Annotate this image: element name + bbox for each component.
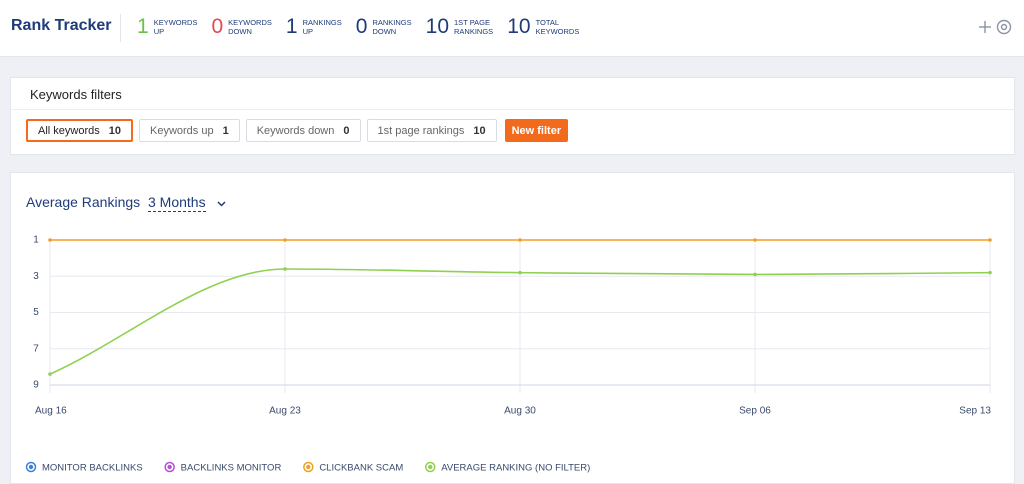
- stat: 0 KEYWORDS DOWN: [211, 15, 271, 39]
- y-tick-label: 7: [33, 343, 39, 354]
- stat-label: RANKINGS DOWN: [372, 18, 411, 36]
- point: [518, 238, 522, 242]
- header-icons: [979, 19, 1012, 35]
- y-tick-label: 9: [33, 380, 39, 391]
- point: [753, 238, 757, 242]
- filter-count: 10: [108, 124, 121, 137]
- chart: 1 3 5 7 9 Aug 16 Aug 23 Aug 30 Sep 06 Sep 13 MONIT…: [25, 235, 992, 473]
- x-tick-label: Aug 16: [35, 406, 67, 417]
- point: [283, 267, 287, 271]
- point: [988, 270, 992, 275]
- filter-buttons: All keywords 10 Keywords up 1 Keywords down 0…: [26, 119, 569, 142]
- filter-count: 10: [473, 124, 486, 137]
- legend-marker-dot: [28, 464, 34, 470]
- y-tick-label: 1: [33, 235, 39, 246]
- stat-value: 0: [211, 15, 224, 38]
- legend-marker-dot: [167, 464, 172, 470]
- stat-value: 1: [137, 15, 149, 38]
- filter-button[interactable]: 1st page rankings 10: [366, 119, 497, 142]
- stat-label-line: UP: [153, 27, 165, 36]
- stat-label-line: RANKINGS: [372, 18, 412, 27]
- stat-label: KEYWORDS UP: [154, 18, 198, 36]
- point: [48, 372, 52, 376]
- stat: 1 KEYWORDS UP: [137, 15, 197, 39]
- stat-label: TOTAL KEYWORDS: [536, 18, 580, 36]
- x-tick-label: Aug 23: [269, 406, 301, 417]
- x-tick-label: Sep 13: [959, 406, 991, 417]
- stat: 1 RANKINGS UP: [286, 15, 342, 39]
- filter-label: Keywords down: [256, 124, 335, 137]
- app-title: Rank Tracker: [11, 17, 112, 34]
- legend-label: MONITOR BACKLINKS: [42, 463, 143, 473]
- stat-label-line: UP: [302, 27, 314, 36]
- chart-card: Average Rankings 3 Months: [10, 172, 1015, 484]
- point: [753, 272, 757, 277]
- filters-title: Keywords filters: [30, 87, 122, 102]
- filter-button[interactable]: All keywords 10: [26, 119, 133, 142]
- stat-label-line: KEYWORDS: [153, 18, 198, 27]
- stat-label-line: DOWN: [228, 27, 252, 36]
- legend-marker-dot: [306, 464, 311, 470]
- header: Rank Tracker 1 KEYWORDS UP 0 KEYWORDS DOWN 1 RA…: [0, 0, 1024, 57]
- legend-label: BACKLINKS MONITOR: [181, 463, 282, 473]
- y-tick-label: 5: [33, 307, 39, 318]
- stat-label-line: KEYWORDS: [228, 18, 272, 27]
- filter-count: 1: [222, 124, 229, 137]
- stat-label-line: RANKINGS: [454, 27, 494, 36]
- stat-label: KEYWORDS DOWN: [228, 18, 272, 36]
- filter-button[interactable]: Keywords down 0: [245, 119, 361, 142]
- stat: 10 1ST PAGE RANKINGS: [426, 15, 494, 39]
- stat: 0 RANKINGS DOWN: [356, 15, 412, 39]
- stat-label: RANKINGS UP: [303, 18, 342, 36]
- stat-label-line: TOTAL: [535, 18, 560, 27]
- filter-button[interactable]: Keywords up 1: [139, 119, 240, 142]
- stat-value: 1: [285, 15, 298, 38]
- divider: [11, 109, 1014, 110]
- point: [518, 270, 522, 275]
- filter-count: 0: [343, 124, 350, 137]
- stat-label-line: RANKINGS: [302, 18, 342, 27]
- filter-label: 1st page rankings: [377, 124, 465, 137]
- stat-label: 1ST PAGE RANKINGS: [454, 18, 493, 36]
- legend-label: CLICKBANK SCAM: [319, 463, 403, 473]
- x-tick-label: Sep 06: [739, 406, 771, 417]
- filters-card: Keywords filters All keywords 10 Keywords …: [10, 77, 1015, 155]
- stat-label-line: 1ST PAGE: [454, 18, 491, 27]
- stat-label-line: DOWN: [372, 27, 397, 36]
- stat: 10 TOTAL KEYWORDS: [507, 15, 579, 39]
- point: [988, 238, 992, 242]
- filter-label: All keywords: [38, 124, 100, 137]
- stat-label-line: KEYWORDS: [535, 27, 580, 36]
- chart-title: Average Rankings: [26, 194, 141, 210]
- separator: [120, 14, 121, 42]
- filter-label: Keywords up: [150, 124, 214, 137]
- legend-marker-dot: [428, 464, 433, 470]
- point: [48, 238, 52, 242]
- chevron[interactable]: [216, 199, 228, 209]
- point: [283, 238, 287, 242]
- period-select[interactable]: 3 Months: [148, 194, 206, 212]
- stat-value: 10: [507, 15, 531, 38]
- x-tick-label: Aug 30: [504, 406, 536, 417]
- new-filter-button[interactable]: New filter: [504, 119, 569, 142]
- stats: 1 KEYWORDS UP 0 KEYWORDS DOWN 1 RANKINGS UP 0 RANK…: [137, 15, 579, 39]
- y-tick-label: 3: [33, 271, 39, 282]
- stat-value: 0: [355, 15, 368, 38]
- stat-value: 10: [425, 15, 450, 38]
- settings-icon[interactable]: [996, 19, 1012, 35]
- legend-label: AVERAGE RANKING (NO FILTER): [441, 463, 590, 473]
